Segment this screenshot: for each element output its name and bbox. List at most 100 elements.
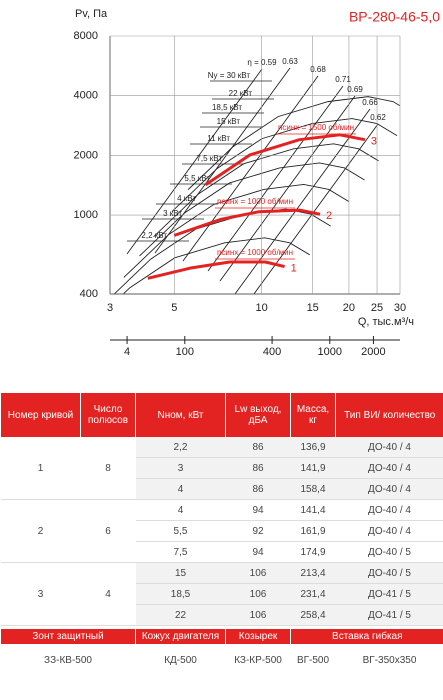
- header-cell: Nном, кВт: [135, 393, 226, 437]
- x-tick-label: 25: [371, 302, 383, 314]
- table-cell: 4: [135, 499, 226, 521]
- power-label: 7,5 кВт: [196, 154, 222, 163]
- header-cell: Lw выход, дБА: [225, 393, 291, 437]
- y-tick-label: 8000: [74, 30, 98, 42]
- speed-label: nсинх = 1000 об/мин: [217, 248, 293, 257]
- table-cell: ДО-40 / 4: [335, 520, 443, 542]
- power-label: 4 кВт: [177, 194, 196, 203]
- x2-tick-label: 400: [263, 346, 281, 358]
- efficiency-line: [182, 75, 319, 262]
- table-cell: 2,2: [135, 437, 226, 458]
- table-cell: 3: [135, 457, 226, 479]
- table-cell: ЗЗ-КВ-500: [44, 654, 92, 666]
- table-cell: 174,9: [290, 541, 336, 563]
- chart: ВР-280-46-5,0 Pv, Па Q, тыс.м³/ч 4001000…: [74, 8, 441, 358]
- table-row: 3 86 141,9 ДО-40 / 4: [1, 457, 443, 479]
- table-cell: ВГ-500: [296, 654, 330, 666]
- x-tick-label: 20: [343, 302, 355, 314]
- performance-curve: [204, 133, 366, 187]
- table-cell: 258,4: [290, 604, 336, 626]
- table-row: 22 106 258,4 ДО-41 / 5: [1, 604, 443, 626]
- accessories-table: Зонт защитный Кожух двигателя Козырек Встав…: [0, 629, 443, 676]
- table-row: 1 8 2,2 86 136,9 ДО-40 / 4: [0, 437, 443, 500]
- power-label: 22 кВт: [229, 89, 253, 98]
- efficiency-line: [207, 85, 344, 272]
- speed-label: nсинх = 1000 об/мин: [217, 197, 293, 206]
- efficiency-label: 0.63: [282, 57, 298, 66]
- table-row: 7,5 94 174,9 ДО-40 / 5: [1, 541, 443, 563]
- curve-number: 2: [326, 210, 332, 222]
- curve-number: 3: [371, 136, 377, 148]
- speed-label: nсинх = 1500 об/мин: [278, 123, 354, 132]
- table-cell: 86: [225, 437, 291, 458]
- table-cell: 106: [225, 604, 291, 626]
- power-label: 11 кВт: [207, 134, 230, 143]
- header-cell: Зонт защитный: [0, 629, 136, 644]
- table-cell: ВГ-350х350: [362, 654, 417, 666]
- chart-title: ВР-280-46-5,0: [349, 9, 440, 25]
- performance-curve: [173, 208, 321, 237]
- power-label: 2,2 кВт: [141, 231, 167, 240]
- table-cell: КЗ-КР-500: [234, 654, 282, 666]
- table-cell: 94: [225, 541, 291, 563]
- power-label: 5,5 кВт: [184, 174, 210, 183]
- efficiency-label: η = 0.59: [247, 58, 277, 67]
- efficiency-line: [219, 95, 356, 282]
- table-cell: 7,5: [135, 541, 226, 563]
- table-cell: 4: [135, 478, 226, 500]
- power-label: 15 кВт: [217, 117, 241, 126]
- table-cell: ДО-41 / 5: [335, 583, 443, 605]
- y-tick-label: 400: [80, 288, 98, 300]
- power-label: 18,5 кВт: [212, 103, 242, 112]
- table-cell: ДО-40 / 4: [335, 478, 443, 500]
- header-cell: Масса, кг: [290, 393, 336, 437]
- x2-tick-label: 4: [124, 346, 130, 358]
- table-cell: 3: [0, 562, 81, 626]
- table-cell: КД-500: [164, 654, 197, 666]
- x2-tick-label: 2000: [361, 346, 385, 358]
- table-cell: ДО-40 / 5: [335, 562, 443, 584]
- header-cell: Номер кривой: [0, 393, 81, 437]
- data-table: Номер кривой Число полюсов Nном, кВт Lw вых…: [0, 393, 443, 626]
- table-row: 5,5 92 161,9 ДО-40 / 4: [1, 520, 443, 542]
- x-axis-label: Q, тыс.м³/ч: [358, 316, 414, 328]
- efficiency-label: 0.66: [362, 98, 378, 107]
- table-cell: 141,4: [290, 499, 336, 521]
- header-cell: Козырек: [225, 629, 291, 644]
- table-cell: 15: [135, 562, 226, 584]
- efficiency-label: 0.62: [370, 113, 386, 122]
- table-cell: 86: [225, 478, 291, 500]
- x-tick-label: 10: [256, 302, 268, 314]
- x2-tick-label: 100: [176, 346, 194, 358]
- x-tick-label: 3: [107, 302, 113, 314]
- table-cell: 86: [225, 457, 291, 479]
- x-tick-label: 30: [394, 302, 406, 314]
- efficiency-label: 0.69: [347, 85, 363, 94]
- table-cell: 158,4: [290, 478, 336, 500]
- table-cell: ДО-40 / 4: [335, 499, 443, 521]
- table-cell: 213,4: [290, 562, 336, 584]
- y-axis-label: Pv, Па: [75, 8, 108, 20]
- table-row: Номер кривой Число полюсов Nном, кВт Lw вых…: [0, 393, 443, 437]
- table-cell: 106: [225, 583, 291, 605]
- table-row: 4 86 158,4 ДО-40 / 4: [1, 478, 443, 500]
- header-cell: Вставка гибкая: [290, 629, 443, 644]
- table-cell: 231,4: [290, 583, 336, 605]
- x-tick-label: 15: [307, 302, 319, 314]
- table-cell: 141,9: [290, 457, 336, 479]
- efficiency-label: 0.68: [310, 65, 326, 74]
- table-cell: 161,9: [290, 520, 336, 542]
- header-cell: Кожух двигателя: [135, 629, 226, 644]
- table-row: 3 4 15 106 213,4 ДО-40 / 5: [0, 562, 443, 626]
- table-row: 2 6 4 94 141,4 ДО-40 / 4: [0, 499, 443, 563]
- efficiency-line: [126, 68, 263, 255]
- x-tick-label: 5: [171, 302, 177, 314]
- power-label: Ny = 30 кВт: [208, 71, 251, 80]
- header-cell: Число полюсов: [80, 393, 136, 437]
- x2-tick-label: 1000: [318, 346, 342, 358]
- table-cell: 22: [135, 604, 226, 626]
- speed-curve: [122, 237, 310, 294]
- table-cell: ДО-40 / 4: [335, 437, 443, 458]
- curve-number: 1: [291, 262, 297, 274]
